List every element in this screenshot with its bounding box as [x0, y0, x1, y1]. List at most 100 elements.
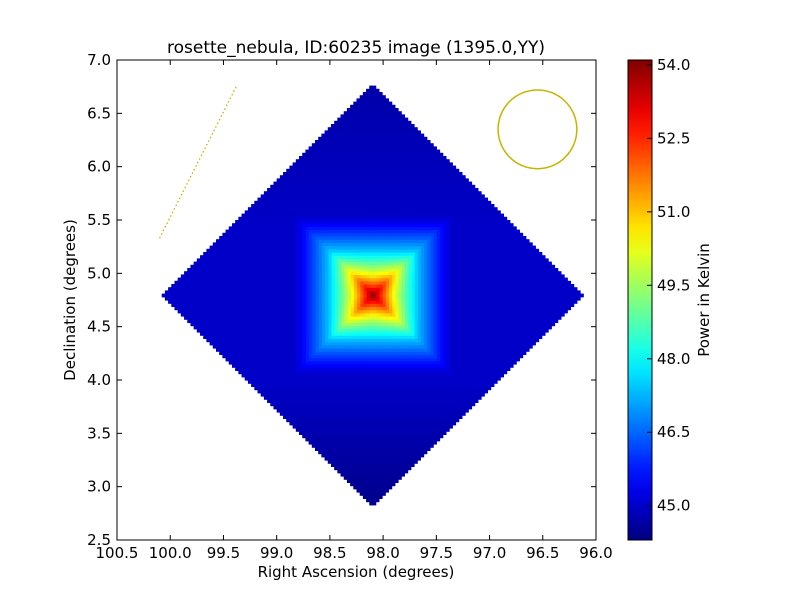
heatmap-cell [407, 344, 412, 349]
heatmap-cell [410, 316, 415, 320]
heatmap-cell [493, 268, 498, 272]
heatmap-cell [426, 184, 431, 189]
heatmap-cell [525, 293, 530, 298]
heatmap-cell [369, 408, 374, 413]
heatmap-cell [490, 226, 495, 231]
heatmap-cell [500, 277, 504, 282]
heatmap-cell [404, 146, 409, 151]
heatmap-cell [362, 351, 367, 355]
heatmap-cell [426, 424, 431, 429]
heatmap-cell [449, 306, 453, 311]
heatmap-cell [538, 261, 543, 266]
heatmap-cell [564, 300, 568, 304]
heatmap-cell [493, 284, 498, 288]
heatmap-cell [356, 274, 361, 279]
heatmap-cell [548, 325, 552, 330]
heatmap-cell [391, 184, 396, 189]
heatmap-cell [369, 85, 374, 90]
heatmap-cell [490, 383, 495, 387]
heatmap-cell [442, 156, 447, 160]
heatmap-cell [481, 312, 485, 317]
heatmap-cell [391, 348, 396, 352]
heatmap-cell [436, 168, 441, 173]
heatmap-cell [375, 325, 380, 330]
heatmap-cell [407, 402, 412, 407]
heatmap-cell [439, 332, 444, 336]
heatmap-cell [512, 252, 517, 256]
heatmap-cell [544, 271, 549, 275]
heatmap-cell [388, 456, 393, 461]
heatmap-cell [503, 306, 508, 311]
heatmap-cell [477, 316, 482, 320]
heatmap-cell [433, 392, 437, 397]
heatmap-cell [548, 316, 552, 320]
heatmap-cell [439, 194, 444, 199]
heatmap-cell [484, 296, 489, 301]
heatmap-cell [385, 402, 390, 407]
heatmap-cell [512, 277, 517, 282]
heatmap-cell [445, 197, 450, 202]
heatmap-cell [356, 146, 361, 151]
heatmap-cell [378, 159, 383, 163]
heatmap-cell [493, 226, 498, 231]
heatmap-cell [407, 373, 412, 378]
heatmap-cell [356, 460, 361, 464]
heatmap-cell [401, 421, 405, 426]
heatmap-cell [391, 165, 396, 170]
heatmap-cell [401, 210, 405, 215]
heatmap-cell [516, 357, 520, 362]
heatmap-cell [369, 316, 374, 320]
heatmap-cell [391, 463, 396, 467]
heatmap-cell [382, 258, 386, 263]
heatmap-cell [477, 373, 482, 378]
heatmap-cell [410, 280, 415, 285]
heatmap-cell [372, 450, 377, 455]
heatmap-cell [407, 463, 412, 467]
heatmap-cell [490, 236, 495, 240]
heatmap-cell [528, 344, 533, 349]
heatmap-cell [407, 194, 412, 199]
heatmap-cell [525, 271, 530, 275]
heatmap-cell [394, 146, 399, 151]
heatmap-cell [375, 360, 380, 365]
heatmap-cell [372, 261, 377, 266]
heatmap-cell [372, 85, 377, 90]
heatmap-cell [420, 376, 425, 381]
heatmap-cell [452, 236, 457, 240]
heatmap-cell [490, 373, 495, 378]
heatmap-cell [439, 418, 444, 423]
heatmap-cell [391, 296, 396, 301]
heatmap-cell [481, 344, 485, 349]
heatmap-cell [423, 226, 428, 231]
heatmap-cell [366, 146, 370, 151]
heatmap-cell [398, 136, 402, 141]
heatmap-cell [548, 312, 552, 317]
heatmap-cell [378, 453, 383, 458]
heatmap-cell [372, 274, 377, 279]
heatmap-cell [548, 293, 552, 298]
heatmap-cell [407, 216, 412, 221]
heatmap-cell [391, 152, 396, 157]
heatmap-cell [423, 437, 428, 442]
heatmap-cell [407, 351, 412, 355]
heatmap-cell [429, 370, 434, 375]
heatmap-cell [433, 146, 437, 151]
heatmap-cell [410, 348, 415, 352]
heatmap-cell [391, 482, 396, 487]
heatmap-cell [388, 156, 393, 160]
heatmap-cell [484, 197, 489, 202]
heatmap-cell [359, 130, 364, 135]
heatmap-cell [465, 325, 469, 330]
heatmap-cell [404, 450, 409, 455]
heatmap-cell [375, 405, 380, 410]
heatmap-cell [535, 316, 540, 320]
heatmap-cell [417, 456, 421, 461]
heatmap-cell [426, 143, 431, 147]
heatmap-cell [497, 239, 501, 243]
heatmap-cell [436, 418, 441, 423]
heatmap-cell [410, 389, 415, 394]
heatmap-cell [461, 242, 466, 247]
heatmap-cell [417, 287, 421, 291]
heatmap-cell [413, 258, 418, 263]
heatmap-cell [417, 335, 421, 339]
